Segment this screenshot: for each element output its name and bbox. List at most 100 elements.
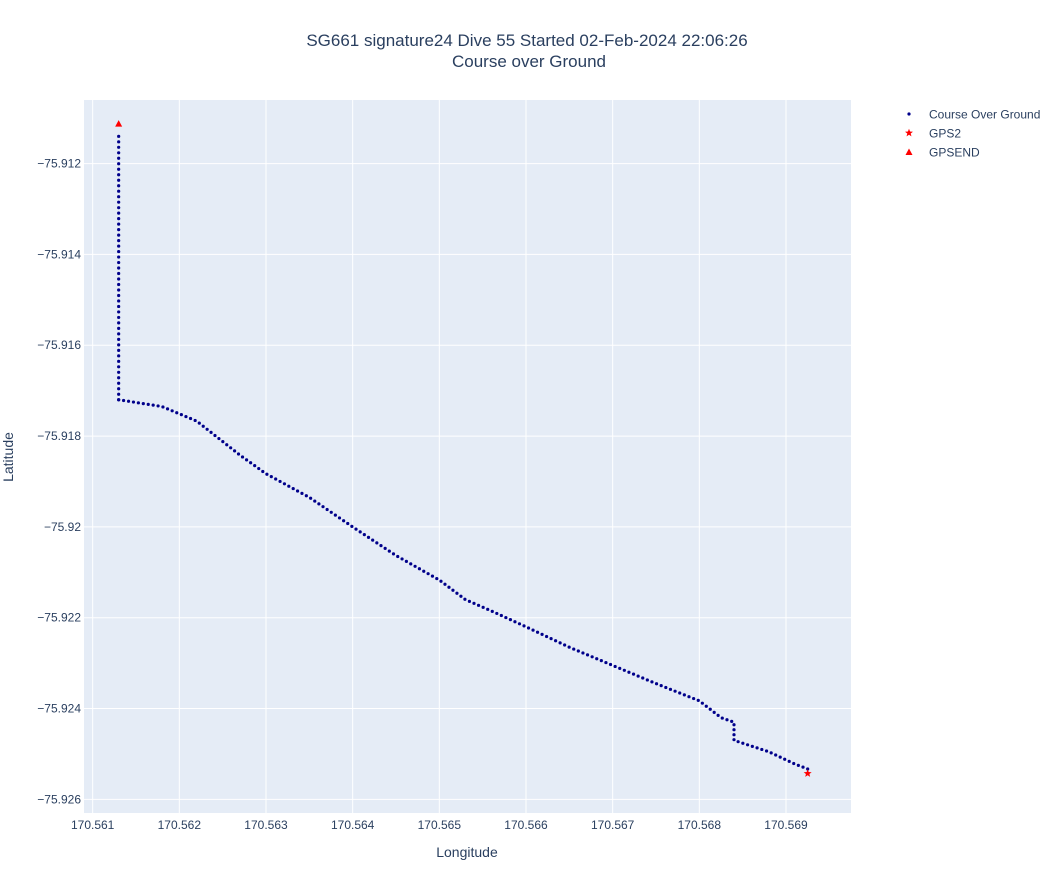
- course-point: [760, 747, 764, 752]
- y-tick-label: −75.924: [37, 702, 81, 716]
- course-point: [692, 696, 696, 701]
- y-tick-label: −75.916: [37, 338, 81, 352]
- course-point: [278, 479, 282, 484]
- course-point: [435, 576, 439, 581]
- y-tick-label: −75.914: [37, 247, 81, 261]
- course-point: [595, 657, 599, 661]
- course-point: [375, 541, 379, 545]
- course-point: [225, 443, 229, 447]
- course-point: [117, 321, 121, 325]
- course-point: [346, 521, 350, 526]
- course-point: [156, 404, 160, 408]
- x-tick-label: 170.568: [678, 818, 722, 832]
- course-point: [426, 572, 430, 576]
- course-point: [387, 549, 391, 553]
- course-point: [175, 411, 179, 415]
- course-point: [117, 370, 121, 374]
- course-point: [508, 618, 513, 622]
- course-point: [404, 559, 408, 563]
- y-tick-label: −75.926: [37, 792, 81, 806]
- course-point: [535, 630, 540, 634]
- course-point: [540, 632, 544, 636]
- course-point: [333, 513, 337, 517]
- course-point: [732, 733, 736, 737]
- course-point: [716, 713, 720, 717]
- course-point: [417, 567, 422, 571]
- x-tick-label: 170.567: [591, 818, 635, 832]
- course-point: [590, 655, 594, 659]
- course-point: [732, 728, 736, 732]
- course-point: [184, 414, 188, 419]
- course-point: [613, 664, 617, 669]
- course-point: [696, 698, 700, 702]
- course-point: [495, 611, 499, 616]
- x-tick-label: 170.566: [504, 818, 548, 832]
- legend-item-gps2[interactable]: GPS2: [905, 127, 961, 141]
- x-tick-label: 170.563: [244, 818, 288, 832]
- legend-item-gpsend[interactable]: GPSEND: [905, 146, 981, 160]
- course-point: [249, 461, 253, 465]
- course-point: [117, 156, 121, 160]
- course-point: [287, 484, 291, 488]
- course-point: [146, 402, 150, 406]
- course-point: [117, 249, 121, 254]
- course-point: [117, 266, 121, 270]
- course-point: [117, 282, 121, 287]
- course-point: [342, 519, 346, 523]
- course-point: [451, 588, 455, 592]
- course-point: [499, 613, 503, 618]
- course-point: [413, 564, 417, 568]
- course-point: [291, 486, 295, 491]
- course-point: [585, 653, 590, 657]
- chart-title-line1: SG661 signature24 Dive 55 Started 02-Feb…: [306, 31, 747, 50]
- course-point: [213, 433, 217, 438]
- course-point: [678, 691, 682, 695]
- course-point: [117, 167, 121, 171]
- legend-label-course-over-ground: Course Over Ground: [929, 108, 1040, 122]
- course-point: [117, 387, 121, 391]
- grid-lines: [84, 100, 851, 813]
- course-point: [391, 552, 396, 556]
- legend-label-gps2: GPS2: [929, 127, 961, 141]
- course-point: [261, 469, 265, 474]
- course-point: [504, 615, 508, 620]
- course-point: [725, 718, 729, 722]
- legend-item-course-over-ground[interactable]: Course Over Ground: [907, 108, 1040, 122]
- course-point: [700, 701, 704, 705]
- course-point: [379, 543, 383, 548]
- course-point: [117, 359, 121, 363]
- course-point: [400, 557, 404, 561]
- course-point: [117, 332, 121, 336]
- course-point: [117, 189, 121, 193]
- course-point: [544, 634, 549, 639]
- course-point: [193, 418, 197, 423]
- course-point: [608, 662, 613, 667]
- course-point: [131, 400, 136, 404]
- course-point: [257, 466, 261, 471]
- course-point: [664, 685, 668, 690]
- course-point: [422, 569, 426, 573]
- y-tick-label: −75.918: [37, 429, 81, 443]
- course-point: [117, 277, 121, 281]
- course-point: [282, 482, 287, 486]
- course-point: [329, 510, 333, 514]
- course-point: [117, 398, 121, 402]
- legend-triangle-icon: [905, 148, 913, 155]
- course-point: [769, 751, 773, 755]
- course-point: [232, 449, 237, 453]
- course-point: [117, 288, 121, 292]
- x-tick-label: 170.561: [71, 818, 115, 832]
- course-point: [443, 582, 447, 586]
- course-point: [325, 507, 329, 512]
- y-tick-label: −75.912: [37, 157, 81, 171]
- y-axis-title: Latitude: [0, 432, 16, 482]
- course-point: [741, 741, 745, 745]
- course-point: [151, 403, 155, 407]
- course-point: [170, 409, 174, 413]
- course-point: [467, 599, 472, 603]
- course-point: [117, 244, 121, 248]
- course-point: [659, 684, 663, 688]
- course-point: [121, 398, 126, 403]
- course-point: [117, 326, 121, 330]
- course-point: [197, 421, 201, 425]
